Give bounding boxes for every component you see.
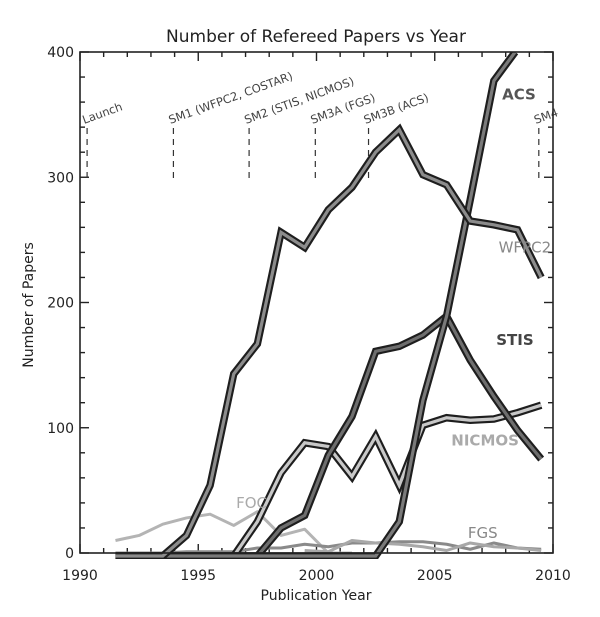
series-label-fgs: FGS — [468, 524, 498, 542]
series-label-wfpc2: WFPC2 — [499, 238, 552, 256]
x-axis-label: Publication Year — [261, 588, 372, 604]
x-tick-label: 2000 — [299, 568, 335, 584]
y-tick-label: 100 — [47, 421, 74, 437]
event-label: SM4 — [532, 105, 560, 127]
series-stis-line — [115, 310, 545, 559]
series-label-stis: STIS — [496, 331, 533, 349]
series-label-nicmos: NICMOS — [451, 431, 519, 449]
event-label: SM1 (WFPC2, COSTAR) — [167, 69, 295, 127]
series-label-foc: FOC — [236, 494, 267, 512]
y-tick-label: 200 — [47, 296, 74, 312]
y-tick-label: 400 — [47, 45, 74, 61]
x-tick-label: 2010 — [535, 568, 571, 584]
chart-title: Number of Refereed Papers vs Year — [166, 27, 466, 47]
series-foc-line — [115, 510, 352, 555]
series-acs-line — [115, 52, 519, 559]
plot-lines — [115, 52, 545, 559]
x-tick-label: 1990 — [62, 568, 98, 584]
x-tick-label: 1995 — [180, 568, 216, 584]
series-fgs-line — [115, 540, 542, 555]
y-tick-label: 300 — [47, 170, 74, 186]
series-nicmos-line — [115, 401, 543, 559]
series-label-acs: ACS — [502, 86, 536, 104]
series-fgs-b-line — [304, 538, 542, 554]
y-tick-label: 0 — [65, 546, 74, 562]
plot-frame — [79, 51, 554, 554]
series-wfpc2-line — [115, 123, 545, 559]
x-tick-label: 2005 — [417, 568, 453, 584]
event-label: Launch — [80, 99, 124, 126]
y-axis-label: Number of Papers — [21, 242, 37, 368]
series-labels: ACS WFPC2 STIS NICMOS FOC FGS — [236, 86, 551, 542]
